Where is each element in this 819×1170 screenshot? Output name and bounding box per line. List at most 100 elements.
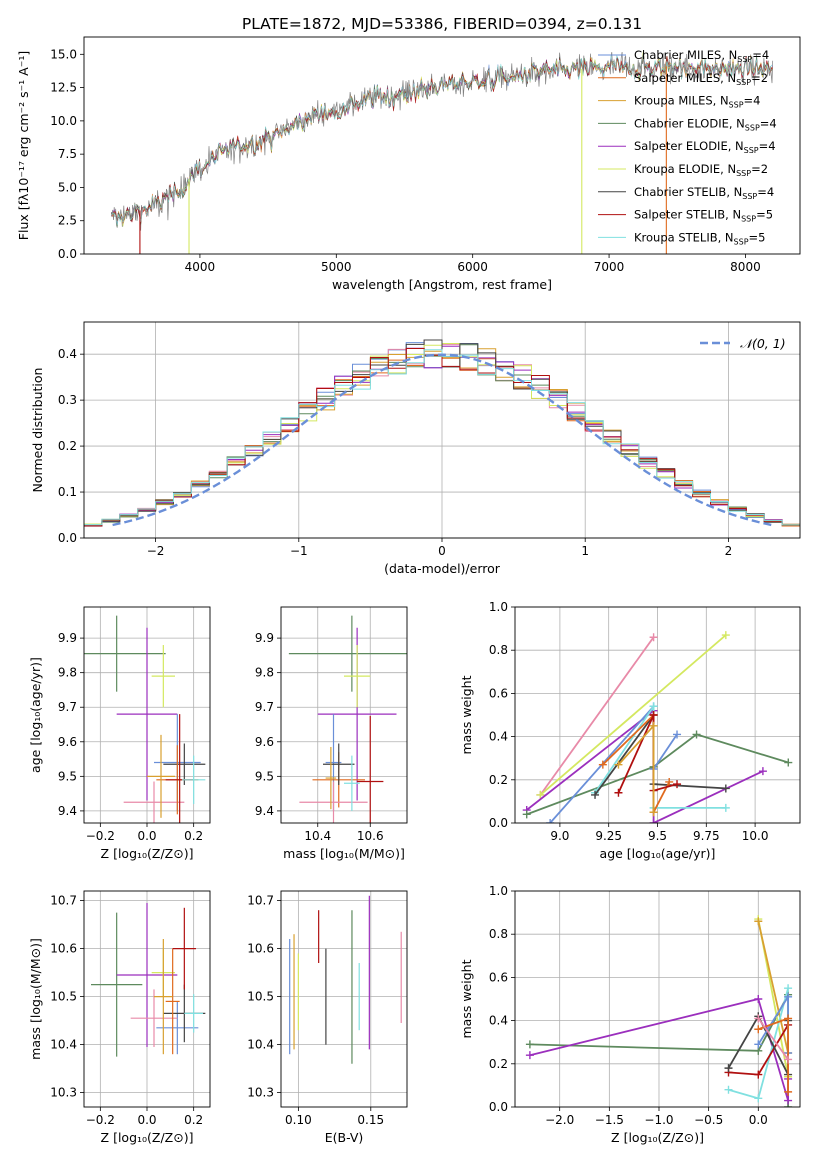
plot-area-weight_vs_Z [525,915,793,1107]
weight-point-marker [784,758,793,767]
plots-layer: 4000 5000 6000 7000 80000.02.55.07.510.012.5… [16,36,801,1145]
y-tick-label: 0.8 [489,643,508,657]
y-tick-label: 0.0 [58,531,77,545]
legend-entry-tail: =5 [749,230,766,244]
x-axis-label: wavelength [Angstrom, rest frame] [332,277,552,292]
x-tick-label: 6000 [457,260,488,274]
axes-spectrum: 4000 5000 6000 7000 8000 0.0 2.5 5.0 7.5 10.0 12.5… [16,36,801,292]
y-tick-label: 10.4 [50,1038,77,1052]
legend-entry-main: Kroupa MILES, N [634,94,729,108]
legend-entry-main: Chabrier ELODIE, N [634,116,745,130]
y-tick-label: 9.6 [58,735,77,749]
legend-entry-tail: =4 [744,94,761,108]
y-axis-label: Normed distribution [30,368,45,493]
y-tick-label: 12.5 [50,81,77,95]
legend-entry-tail: =4 [759,139,776,153]
y-tick-label: 0.0 [489,1100,508,1114]
plot-area-age_vs_mass [288,615,407,823]
y-tick-label: 0.4 [58,347,77,361]
weight-point-marker [784,992,793,1001]
y-tick-label: 9.9 [255,631,274,645]
y-tick-label: 0.1 [58,485,77,499]
x-tick-label: 2 [725,544,733,558]
weight-point-marker [721,784,730,793]
y-axis-label: Flux [fλ10⁻¹⁷ erg cm⁻² s⁻¹ A⁻¹] [16,51,31,240]
x-axis-label: E(B-V) [325,1130,364,1145]
y-axis-label: mass weight [459,675,474,754]
plot-area-mass_vs_EBV [289,895,402,1064]
axes-frame [280,606,408,824]
y-tick-label: 10.3 [247,1086,274,1100]
plot-area-age_vs_Z [84,615,206,823]
y-tick-label: 0.0 [58,247,77,261]
x-tick-label: 9.5 [648,829,667,843]
y-tick-label: 9.8 [255,666,274,680]
x-tick-label: 0.2 [184,1113,203,1127]
x-axis-label: (data-model)/error [384,561,501,576]
axes-age_vs_mass: 10.4 10.6 9.4 9.5 9.6 9.7 9.8 9.9 mass [log₁₀(M/… [255,606,408,861]
residuals-legend: 𝒩(0, 1) [700,336,786,351]
legend-entry-main: Chabrier MILES, N [634,48,737,62]
y-tick-label: 9.4 [255,804,274,818]
axes-residuals: −2 −1 0 1 2 0.0 0.1 0.2 0.3 0.4 (data-model)/error… [30,321,801,576]
weight-point-marker [649,711,658,719]
y-tick-label: 9.5 [58,769,77,783]
x-tick-label: 0.0 [137,1113,156,1127]
weight-point-marker [754,1014,763,1023]
weight-point-marker [754,1070,763,1079]
legend-entry-sub: SSP [729,101,744,110]
legend-entry: Kroupa ELODIE, NSSP=2 [634,162,768,178]
weight-point-marker [784,984,793,993]
weight-point-marker [754,917,763,926]
y-tick-label: 10.7 [50,894,77,908]
x-axis-label: Z [log₁₀(Z/Z⊙)] [611,1130,704,1145]
y-tick-label: 0.4 [489,1014,508,1028]
y-tick-label: 0.3 [58,393,77,407]
x-tick-label: −2.0 [545,1113,574,1127]
legend-entry-sub: SSP [742,192,757,201]
y-tick-label: 10.6 [247,942,274,956]
y-axis-label: mass [log₁₀(M/M⊙)] [28,938,43,1060]
x-tick-label: −0.5 [694,1113,723,1127]
x-tick-label: 0.0 [137,829,156,843]
y-tick-label: 10.7 [247,894,274,908]
weight-point-marker [721,803,730,812]
legend-entry-main: Salpeter MILES, N [634,71,736,85]
x-tick-label: −1.0 [644,1113,673,1127]
weight-point-marker [673,730,682,739]
weight-series-line [526,733,789,816]
legend-entry-sub: SSP [736,169,751,178]
y-tick-label: 9.5 [255,769,274,783]
x-tick-label: 0.2 [184,829,203,843]
y-tick-label: 9.7 [255,700,274,714]
y-tick-label: 10.6 [50,942,77,956]
y-tick-label: 10.4 [247,1038,274,1052]
y-tick-label: 10.5 [50,990,77,1004]
y-tick-label: 9.7 [58,700,77,714]
y-axis-label: age [log₁₀(age/yr)] [28,657,43,773]
weight-point-marker [614,760,623,769]
weight-point-marker [754,1025,763,1034]
x-tick-label: 10.4 [304,829,331,843]
x-tick-label: 4000 [185,260,216,274]
weight-point-marker [649,633,658,642]
weight-point-marker [649,819,658,823]
legend-entry: Salpeter STELIB, NSSP=5 [634,208,773,224]
legend-entry-tail: =4 [757,185,774,199]
figure-title: PLATE=1872, MJD=53386, FIBERID=0394, z=0… [242,15,642,33]
y-axis-label: mass weight [459,959,474,1038]
x-tick-label: 0 [438,544,446,558]
weight-point-marker [754,1040,763,1049]
y-tick-label: 0.6 [489,970,508,984]
x-tick-label: 5000 [321,260,352,274]
axes-frame [514,890,801,1108]
weight-point-marker [525,1051,534,1060]
x-tick-label: 9.75 [693,829,720,843]
weight-point-marker [649,808,658,817]
x-axis-label: Z [log₁₀(Z/Z⊙)] [101,846,194,861]
legend-entry: Salpeter MILES, NSSP=2 [634,71,768,87]
weight-point-marker [754,1094,763,1103]
axes-frame [83,890,211,1108]
legend-entry-sub: SSP [744,146,759,155]
spectrum-model-line [111,53,773,225]
